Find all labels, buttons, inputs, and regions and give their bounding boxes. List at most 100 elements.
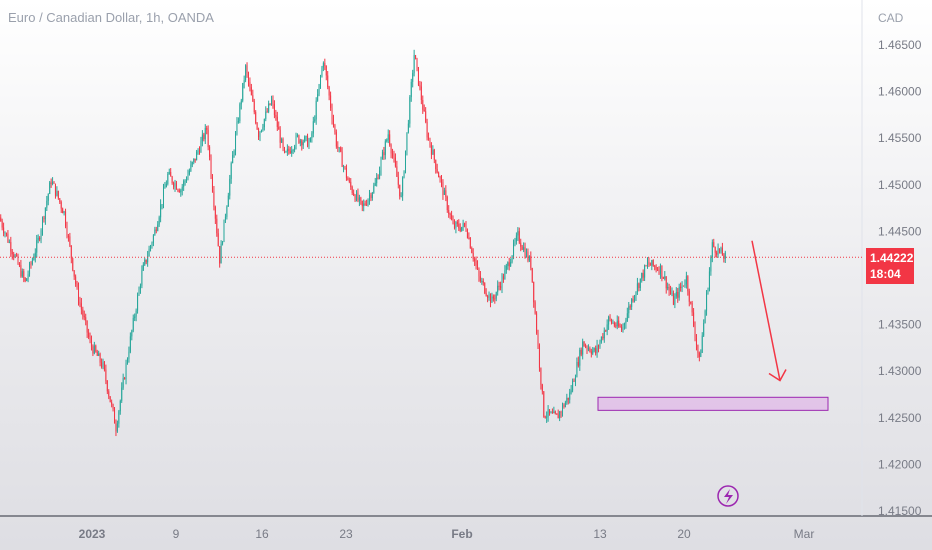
candle-body — [363, 203, 365, 207]
candle-body — [674, 296, 676, 305]
candle-body — [652, 260, 654, 266]
candle-body — [469, 237, 471, 249]
candle-body — [537, 333, 539, 346]
candle-body — [553, 411, 555, 414]
candle-body — [33, 257, 35, 260]
candle-body — [501, 276, 503, 289]
x-tick-label: 9 — [173, 527, 180, 541]
candle-body — [17, 255, 19, 265]
candle-body — [613, 322, 615, 326]
candle-body — [151, 242, 153, 246]
candle-body — [497, 285, 499, 293]
candle-body — [272, 99, 274, 104]
candle-body — [335, 132, 337, 147]
candle-body — [348, 180, 350, 182]
currency-label: CAD — [878, 11, 904, 25]
candle-body — [193, 158, 195, 163]
candle-body — [579, 349, 581, 366]
candle-body — [511, 255, 513, 262]
candle-body — [695, 338, 697, 345]
candle-body — [442, 181, 444, 195]
candle-body — [642, 272, 644, 278]
candle-body — [101, 362, 103, 367]
candle-body — [422, 100, 424, 110]
candle-body — [175, 182, 177, 190]
candle-body — [224, 216, 226, 220]
candle-body — [83, 315, 85, 318]
candle-body — [404, 150, 406, 172]
candle-body — [479, 276, 481, 281]
candle-body — [183, 181, 185, 187]
candle-body — [616, 320, 618, 327]
candle-body — [299, 140, 301, 143]
candle-body — [253, 101, 255, 113]
candle-body — [482, 280, 484, 283]
candle-body — [281, 139, 283, 143]
candle-body — [37, 237, 39, 241]
candle-body — [216, 218, 218, 234]
candle-body — [162, 188, 164, 205]
candle-body — [322, 63, 324, 68]
candle-body — [560, 411, 562, 413]
candle-body — [286, 148, 288, 152]
candle-body — [504, 270, 506, 280]
candle-body — [57, 190, 59, 199]
candle-body — [357, 192, 359, 201]
candle-body — [356, 192, 358, 201]
candle-body — [436, 169, 438, 173]
candle-body — [554, 411, 556, 414]
candle-body — [276, 116, 278, 127]
candle-body — [3, 227, 5, 234]
candle-body — [184, 180, 186, 182]
candle-body — [95, 345, 97, 352]
candle-body — [63, 211, 65, 214]
candle-body — [246, 65, 248, 74]
candle-body — [619, 326, 621, 328]
candle-body — [708, 271, 710, 290]
down-arrow-line[interactable] — [751, 240, 781, 381]
candle-body — [196, 151, 198, 161]
candle-body — [456, 222, 458, 224]
candle-body — [531, 267, 533, 282]
candle-body — [364, 203, 366, 205]
candle-body — [222, 241, 224, 244]
down-arrow-head[interactable] — [768, 369, 787, 382]
candle-body — [683, 285, 685, 287]
candle-body — [332, 119, 334, 126]
candle-body — [211, 176, 213, 192]
candle-body — [684, 284, 686, 286]
candle-body — [551, 412, 553, 414]
candle-body — [152, 235, 154, 243]
candle-body — [39, 237, 41, 240]
candle-body — [582, 341, 584, 355]
candle-body — [625, 321, 627, 324]
candle-body — [285, 151, 287, 153]
x-tick-label: Feb — [451, 527, 472, 541]
candle-body — [534, 302, 536, 314]
candle-body — [207, 129, 209, 148]
lightning-icon[interactable] — [717, 485, 739, 507]
candle-body — [523, 247, 525, 250]
candle-body — [237, 121, 239, 123]
candle-body — [513, 243, 515, 256]
candle-body — [609, 316, 611, 320]
candle-body — [417, 67, 419, 86]
candle-body — [214, 206, 216, 219]
demand-zone-box[interactable] — [597, 396, 829, 411]
candle-body — [23, 271, 25, 278]
candle-body — [403, 171, 405, 178]
candle-body — [394, 157, 396, 167]
candle-body — [137, 295, 139, 311]
candle-body — [311, 133, 313, 139]
candle-body — [596, 345, 598, 354]
candle-body — [200, 141, 202, 153]
candle-body — [330, 95, 332, 108]
candle-body — [587, 348, 589, 350]
candle-body — [389, 134, 391, 145]
candle-body — [283, 147, 285, 153]
candle-body — [693, 312, 695, 326]
candle-body — [165, 183, 167, 188]
candle-body — [157, 224, 159, 231]
